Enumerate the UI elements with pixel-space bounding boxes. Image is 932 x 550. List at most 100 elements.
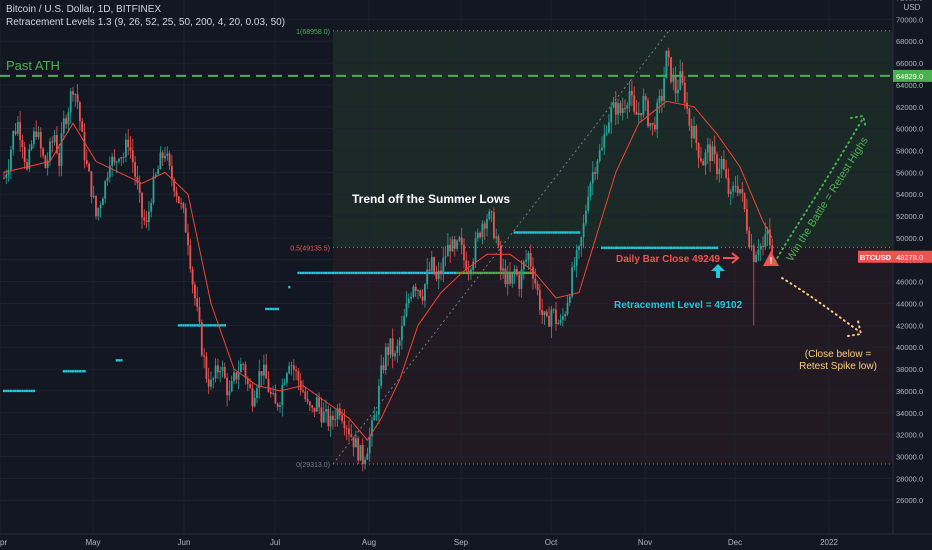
candle xyxy=(437,270,440,279)
moving-average-line xyxy=(3,100,773,441)
ath-price-badge xyxy=(893,69,932,82)
support-dot xyxy=(421,271,424,275)
candle xyxy=(315,397,318,412)
support-dot xyxy=(527,231,530,234)
support-dot xyxy=(486,271,489,275)
support-dot xyxy=(481,271,484,275)
support-dot xyxy=(614,246,617,249)
candle xyxy=(769,229,771,246)
support-dot xyxy=(693,246,696,249)
candle xyxy=(295,369,297,372)
candle xyxy=(267,378,270,392)
candle xyxy=(276,403,279,407)
candle xyxy=(757,249,760,255)
candle xyxy=(157,169,159,175)
x-tick-label: Jul xyxy=(270,538,280,547)
candle xyxy=(752,245,755,263)
candle xyxy=(309,401,311,406)
candle xyxy=(421,296,424,301)
candle xyxy=(401,325,403,341)
candle xyxy=(541,309,544,316)
support-dot xyxy=(628,246,631,249)
support-dot xyxy=(541,231,544,234)
support-dot xyxy=(350,271,353,275)
candle xyxy=(706,144,709,153)
candle xyxy=(619,103,622,114)
candle xyxy=(621,108,624,114)
support-dot xyxy=(403,271,406,275)
candle xyxy=(196,298,199,307)
support-dot xyxy=(5,389,8,393)
candle xyxy=(302,390,304,392)
support-dot xyxy=(189,324,192,327)
candle xyxy=(741,189,744,194)
support-dot xyxy=(566,231,569,234)
candle xyxy=(83,131,86,161)
candle xyxy=(447,244,449,257)
candle xyxy=(575,250,578,266)
candle xyxy=(746,208,748,231)
support-dot xyxy=(695,246,698,249)
candle xyxy=(210,379,212,387)
candle xyxy=(566,302,569,315)
candle xyxy=(589,183,592,197)
support-dot xyxy=(207,324,210,327)
candle xyxy=(152,176,155,204)
candle xyxy=(412,286,415,297)
candle xyxy=(279,405,281,407)
close-below-annotation-line2: Retest Spike low) xyxy=(799,361,877,372)
candle xyxy=(260,371,263,376)
candle xyxy=(688,108,691,126)
candle xyxy=(426,269,429,285)
candle xyxy=(716,154,718,174)
support-dot xyxy=(69,370,72,373)
candle xyxy=(203,355,205,357)
candle xyxy=(297,371,300,381)
candle xyxy=(608,122,610,133)
retest-down-arrowhead xyxy=(847,320,863,337)
support-dot xyxy=(382,271,385,275)
candle xyxy=(341,415,343,421)
candle xyxy=(642,96,645,116)
support-dot xyxy=(653,246,657,249)
support-dot xyxy=(354,271,358,275)
candle xyxy=(433,257,435,274)
candle xyxy=(177,196,180,204)
candle xyxy=(253,397,256,407)
support-dot xyxy=(23,389,26,393)
candle xyxy=(127,139,130,148)
candle xyxy=(332,415,334,420)
support-dot xyxy=(30,389,33,393)
support-dot xyxy=(210,324,213,327)
candle xyxy=(573,265,576,268)
candle xyxy=(410,296,412,299)
candle xyxy=(453,239,456,249)
candle xyxy=(564,314,567,317)
support-dot xyxy=(538,231,542,234)
candle xyxy=(539,290,541,310)
candle xyxy=(603,134,606,148)
support-dot xyxy=(9,389,13,393)
retracement-annotation: Retracement Level = 49102 xyxy=(614,300,743,311)
candle xyxy=(249,384,251,388)
support-dot xyxy=(14,389,17,393)
candle xyxy=(552,309,555,311)
candle xyxy=(476,232,479,239)
candle xyxy=(495,236,498,239)
support-dot xyxy=(311,271,314,275)
candle xyxy=(159,152,162,170)
y-tick-label: 40000.0 xyxy=(896,343,923,352)
candle xyxy=(106,177,109,181)
support-dot xyxy=(343,271,346,275)
candle xyxy=(272,393,274,394)
candle xyxy=(734,185,737,187)
candle xyxy=(396,345,399,354)
support-dot xyxy=(686,246,689,249)
candle xyxy=(640,113,642,116)
support-dot xyxy=(177,324,180,327)
candle xyxy=(359,445,362,461)
x-tick-label: Jun xyxy=(178,538,191,547)
support-dot xyxy=(359,271,362,275)
candle xyxy=(90,171,93,197)
